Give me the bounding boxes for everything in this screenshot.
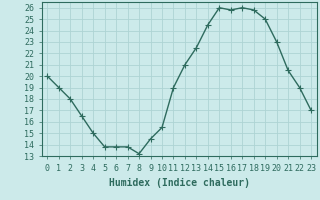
X-axis label: Humidex (Indice chaleur): Humidex (Indice chaleur) xyxy=(109,178,250,188)
